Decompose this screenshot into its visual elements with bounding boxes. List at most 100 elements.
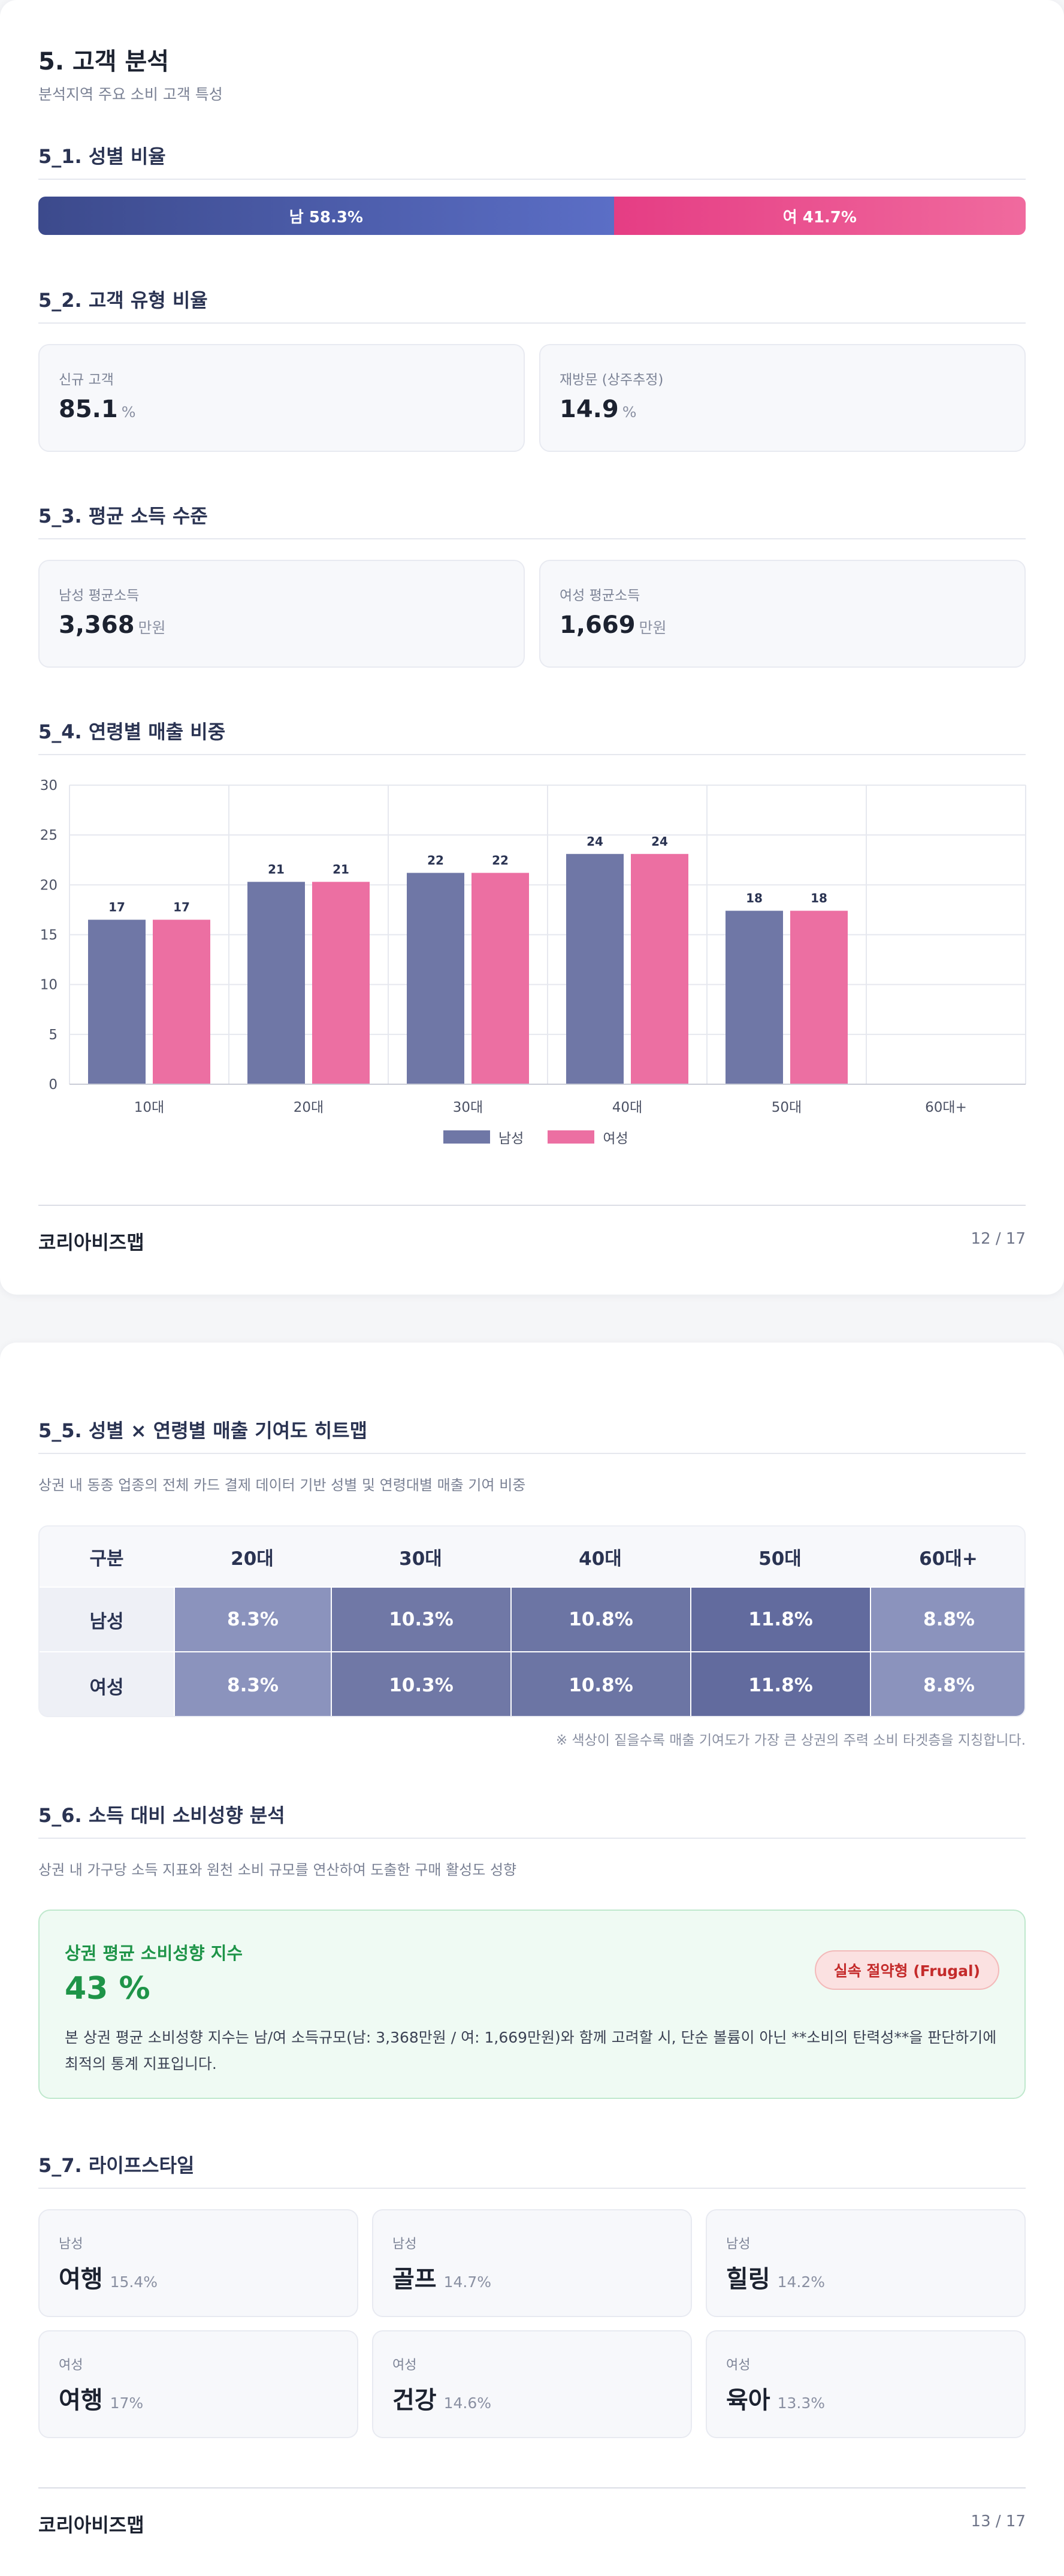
bar-female (790, 910, 848, 1084)
value-unit: 만원 (138, 619, 166, 637)
bar-value-label: 22 (492, 853, 509, 867)
section-title-customer-type: 5_2. 고객 유형 비율 (38, 289, 208, 312)
card-label: 여성 평균소득 (560, 588, 640, 604)
lifestyle-card: 여성 육아 13.3% (706, 2330, 1026, 2438)
y-tick-label: 25 (40, 828, 58, 843)
y-tick-label: 10 (40, 978, 58, 993)
heatmap-cell: 8.3% (174, 1651, 331, 1716)
value-unit: % (121, 403, 136, 421)
lifestyle-name: 건강 14.6% (392, 2381, 491, 2415)
bar-male (88, 919, 146, 1084)
x-tick-label: 60대+ (925, 1100, 967, 1115)
legend-label-male: 남성 (498, 1131, 524, 1147)
income-card-female: 여성 평균소득 1,669 만원 (539, 560, 1026, 668)
value-number: 1,669 (560, 611, 636, 639)
y-tick-label: 15 (40, 928, 58, 943)
footer-brand: 코리아비즈맵 (38, 1231, 144, 1254)
lifestyle-gender: 남성 (59, 2237, 83, 2252)
lifestyle-card: 남성 골프 14.7% (372, 2209, 692, 2317)
section-desc-propensity: 상권 내 가구당 소득 지표와 원천 소비 규모를 연산하여 도출한 구매 활성… (38, 1862, 517, 1878)
legend-label-female: 여성 (603, 1131, 628, 1147)
lifestyle-label: 힐링 (726, 2266, 770, 2293)
lifestyle-label: 육아 (726, 2387, 770, 2414)
bar-value-label: 18 (811, 891, 827, 906)
card-value: 85.1% (59, 396, 135, 423)
heatmap-row-label: 남성 (40, 1586, 174, 1651)
section-divider (38, 1838, 1026, 1839)
card-value: 3,368 만원 (59, 611, 166, 639)
bar-value-label: 21 (332, 862, 349, 876)
propensity-card: 상권 평균 소비성향 지수 43 % 실속 절약형 (Frugal) 본 상권 … (38, 1910, 1026, 2099)
lifestyle-name: 육아 13.3% (726, 2381, 825, 2415)
propensity-description: 본 상권 평균 소비성향 지수는 남/여 소득규모(남: 3,368만원 / 여… (65, 2029, 997, 2073)
card-value: 1,669 만원 (560, 611, 667, 639)
heatmap-col-header: 60대+ (919, 1548, 978, 1570)
lifestyle-card: 여성 건강 14.6% (372, 2330, 692, 2438)
value-unit: 만원 (639, 619, 667, 637)
heatmap-cell: 10.3% (331, 1586, 510, 1651)
lifestyle-gender: 여성 (392, 2358, 417, 2373)
section-title-income: 5_3. 평균 소득 수준 (38, 505, 208, 527)
x-tick-label: 50대 (772, 1100, 802, 1115)
heatmap-cell: 11.8% (690, 1651, 870, 1716)
bar-value-label: 22 (427, 853, 444, 867)
heatmap-cell: 10.8% (510, 1586, 690, 1651)
legend-swatch-female (548, 1130, 595, 1144)
section-divider (38, 2188, 1026, 2189)
value-number: 85.1 (59, 396, 118, 423)
report-page-12: 5. 고객 분석 분석지역 주요 소비 고객 특성 5_1. 성별 비율 남 5… (38, 48, 1026, 1254)
section-divider (38, 322, 1026, 324)
heatmap-cell: 8.8% (870, 1651, 1024, 1716)
card-label: 남성 평균소득 (59, 588, 140, 604)
bar-value-label: 24 (587, 834, 603, 849)
section-divider (38, 179, 1026, 180)
heatmap-cell: 10.3% (331, 1651, 510, 1716)
bar-female (153, 919, 210, 1084)
bar-value-label: 17 (173, 900, 190, 915)
bar-value-label: 24 (651, 834, 668, 849)
gender-ratio-bar: 남 58.3% 여 41.7% (38, 197, 1026, 235)
x-tick-label: 20대 (294, 1100, 324, 1115)
section-title-propensity: 5_6. 소득 대비 소비성향 분석 (38, 1804, 285, 1827)
x-tick-label: 10대 (134, 1100, 164, 1115)
propensity-badge: 실속 절약형 (Frugal) (814, 1950, 999, 1990)
legend-swatch-male (443, 1130, 490, 1144)
lifestyle-percent: 14.6% (443, 2394, 492, 2412)
lifestyle-label: 건강 (392, 2387, 437, 2414)
heatmap-col-header: 50대 (758, 1548, 802, 1570)
x-tick-label: 30대 (453, 1100, 483, 1115)
lifestyle-gender: 남성 (392, 2237, 417, 2252)
lifestyle-label: 여행 (59, 2387, 103, 2414)
lifestyle-label: 여행 (59, 2266, 103, 2293)
heatmap-corner: 구분 (89, 1548, 124, 1570)
bar-male (407, 873, 464, 1084)
heatmap-row-label: 여성 (40, 1651, 174, 1716)
y-tick-label: 20 (40, 877, 58, 893)
heatmap-cell: 10.8% (510, 1651, 690, 1716)
propensity-title: 상권 평균 소비성향 지수 (65, 1943, 243, 1963)
lifestyle-percent: 14.2% (777, 2273, 826, 2291)
page-subtitle: 분석지역 주요 소비 고객 특성 (38, 86, 223, 103)
bar-female (312, 882, 370, 1084)
value-number: 3,368 (59, 611, 135, 639)
card-label: 재방문 (상주추정) (560, 372, 664, 388)
card-value: 14.9% (560, 396, 636, 423)
y-tick-label: 0 (49, 1077, 58, 1093)
y-tick-label: 30 (40, 778, 58, 794)
value-number: 14.9 (560, 396, 619, 423)
heatmap-col-header: 40대 (579, 1548, 622, 1570)
lifestyle-name: 여행 17% (59, 2381, 143, 2415)
heatmap-row-male: 남성 8.3% 10.3% 10.8% 11.8% 8.8% (40, 1586, 1024, 1651)
section-title-lifestyle: 5_7. 라이프스타일 (38, 2154, 195, 2177)
lifestyle-percent: 17% (110, 2394, 144, 2412)
page-title: 5. 고객 분석 (38, 48, 170, 76)
gender-bar-male: 남 58.3% (38, 197, 614, 235)
bar-value-label: 21 (268, 862, 285, 876)
lifestyle-gender: 여성 (726, 2358, 751, 2373)
value-unit: % (622, 403, 637, 421)
heatmap-col-header: 20대 (231, 1548, 274, 1570)
footer-divider (38, 2487, 1026, 2488)
footer-divider (38, 1205, 1026, 1206)
lifestyle-percent: 15.4% (110, 2273, 158, 2291)
bar-value-label: 18 (746, 891, 763, 906)
